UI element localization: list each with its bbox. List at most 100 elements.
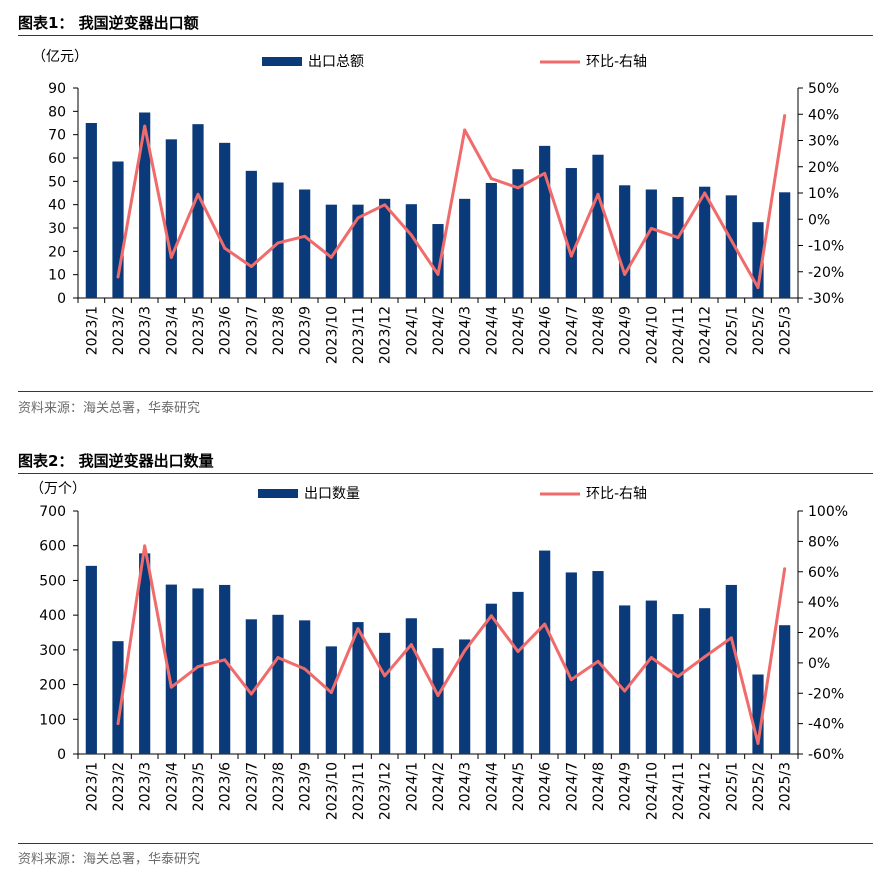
x-tick-label: 2023/1 — [84, 762, 100, 811]
right-tick-label: 20% — [808, 160, 839, 176]
line-point-2024/8 — [596, 659, 600, 663]
bar-2023/5 — [192, 124, 204, 299]
line-point-2023/4 — [169, 255, 173, 259]
bar-2023/3 — [139, 553, 151, 754]
x-tick-label: 2024/7 — [564, 306, 580, 355]
x-tick-label: 2023/6 — [218, 306, 234, 355]
x-tick-label: 2023/12 — [378, 306, 394, 364]
line-point-2024/7 — [569, 678, 573, 682]
bar-2024/2 — [432, 648, 444, 754]
bar-2023/8 — [272, 614, 284, 754]
left-tick-label: 10 — [48, 268, 66, 284]
x-tick-label: 2025/2 — [751, 762, 767, 811]
line-point-2024/6 — [543, 622, 547, 626]
figure-1-bottom-rule — [18, 391, 873, 392]
x-tick-label: 2024/4 — [484, 762, 500, 811]
line-point-2025/2 — [756, 286, 760, 289]
right-tick-label: 50% — [808, 81, 839, 97]
bar-2024/12 — [699, 608, 711, 754]
left-tick-label: 40 — [48, 198, 66, 214]
x-tick-label: 2024/4 — [484, 306, 500, 355]
line-point-2023/11 — [356, 216, 360, 220]
line-point-2023/6 — [223, 246, 227, 250]
bar-2024/2 — [432, 224, 444, 298]
bar-2023/12 — [379, 198, 391, 298]
line-point-2023/8 — [276, 656, 280, 660]
bar-2024/11 — [672, 196, 684, 298]
bar-2024/9 — [619, 185, 631, 298]
line-point-2023/2 — [116, 275, 120, 279]
bar-2024/9 — [619, 605, 631, 754]
right-tick-label: 0% — [808, 212, 830, 228]
left-tick-label: 200 — [39, 678, 66, 694]
legend-bar-swatch — [262, 57, 302, 66]
line-point-2024/3 — [463, 128, 467, 132]
line-point-2023/7 — [249, 265, 253, 268]
bar-2025/2 — [752, 222, 764, 298]
x-tick-label: 2024/2 — [431, 306, 447, 355]
figure-1-source: 资料来源：海关总署，华泰研究 — [18, 401, 201, 416]
bar-2023/9 — [299, 620, 311, 754]
bar-2024/1 — [405, 618, 417, 754]
x-tick-label: 2023/6 — [218, 762, 234, 811]
line-point-2023/10 — [329, 255, 333, 259]
x-tick-label: 2024/10 — [644, 762, 660, 820]
line-point-2023/8 — [276, 241, 280, 245]
line-point-2024/2 — [436, 694, 440, 698]
bar-2023/11 — [352, 204, 364, 298]
bar-2025/1 — [725, 584, 737, 754]
bar-2023/1 — [85, 123, 97, 298]
bar-2025/3 — [779, 192, 791, 298]
line-point-2023/9 — [303, 234, 307, 238]
x-tick-label: 2023/10 — [324, 306, 340, 364]
bar-2024/7 — [565, 572, 577, 754]
line-point-2024/1 — [409, 233, 413, 237]
x-tick-label: 2024/1 — [404, 306, 420, 355]
line-point-2024/8 — [596, 192, 600, 196]
x-tick-label: 2023/1 — [84, 306, 100, 355]
bar-2024/1 — [405, 204, 417, 298]
x-tick-label: 2023/7 — [244, 762, 260, 811]
x-tick-label: 2025/3 — [778, 306, 794, 355]
legend-bar-swatch — [258, 489, 298, 498]
line-point-2025/3 — [783, 114, 787, 118]
line-point-2024/11 — [676, 236, 680, 240]
y-axis-unit-label: （万个） — [30, 481, 86, 497]
line-point-2023/9 — [303, 667, 307, 671]
x-tick-label: 2023/3 — [138, 762, 154, 811]
left-tick-label: 0 — [57, 291, 66, 307]
figure-2-source: 资料来源：海关总署，华泰研究 — [18, 852, 201, 867]
bar-2024/10 — [645, 600, 657, 754]
y-axis-unit-label: （亿元） — [32, 49, 88, 65]
x-tick-label: 2024/2 — [431, 762, 447, 811]
left-tick-label: 600 — [39, 539, 66, 555]
x-tick-label: 2023/5 — [191, 762, 207, 811]
x-tick-label: 2023/11 — [351, 306, 367, 364]
right-tick-label: 80% — [808, 534, 839, 550]
bar-2024/7 — [565, 168, 577, 298]
line-point-2025/2 — [756, 741, 760, 745]
bar-2023/11 — [352, 622, 364, 754]
x-tick-label: 2024/5 — [511, 762, 527, 811]
figure-2-top-rule — [18, 473, 873, 474]
line-point-2024/10 — [649, 226, 653, 230]
x-tick-label: 2024/12 — [698, 762, 714, 820]
line-point-2025/3 — [783, 567, 787, 571]
bar-2023/4 — [165, 584, 177, 754]
left-tick-label: 0 — [57, 747, 66, 763]
bar-2023/2 — [112, 161, 124, 298]
bar-2023/12 — [379, 632, 391, 754]
x-tick-label: 2024/3 — [458, 306, 474, 355]
line-point-2023/5 — [196, 192, 200, 196]
x-tick-label: 2025/2 — [751, 306, 767, 355]
left-tick-label: 80 — [48, 104, 66, 120]
x-tick-label: 2024/1 — [404, 762, 420, 811]
right-tick-label: 20% — [808, 626, 839, 642]
right-tick-label: 0% — [808, 656, 830, 672]
right-tick-label: 100% — [808, 504, 848, 520]
x-tick-label: 2024/6 — [538, 306, 554, 355]
bar-2023/4 — [165, 139, 177, 298]
line-point-2023/10 — [329, 690, 333, 694]
legend-line-label: 环比-右轴 — [586, 54, 647, 70]
line-point-2023/6 — [223, 658, 227, 662]
